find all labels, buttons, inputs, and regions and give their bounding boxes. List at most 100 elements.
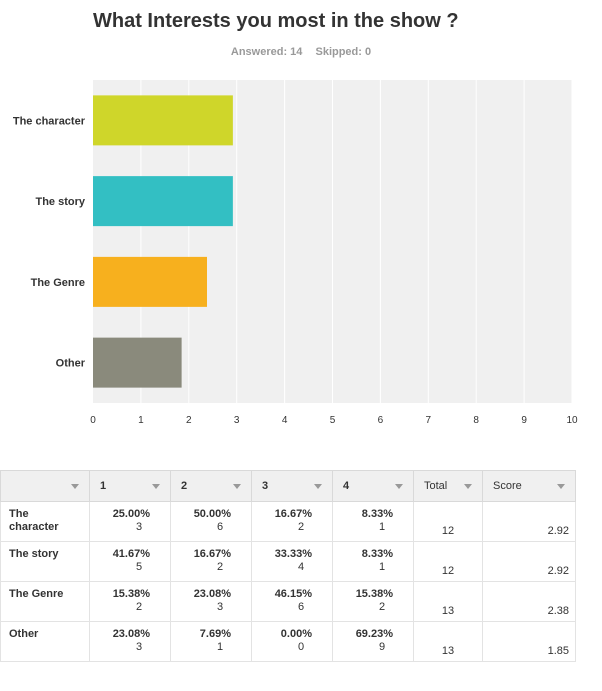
answered-count: Answered: 14 [230,46,303,58]
row-label: The story [0,541,90,582]
category-label: The story [35,196,85,208]
cell-percent: 41.67% [112,548,150,560]
x-tick-label: 2 [186,415,192,426]
cell-count: 0 [297,641,305,653]
row-score: 2.92 [482,501,576,542]
x-tick-label: 5 [330,415,336,426]
cell-count: 2 [135,601,143,613]
chevron-down-icon[interactable] [71,484,79,489]
cell-count: 3 [135,641,143,653]
breakdown-table: 1 2 3 4 Total Score The character 25.00% 3… [0,470,576,662]
response-cell: 69.23% 9 [332,621,414,662]
col-header-label[interactable] [0,470,90,502]
col-header-2[interactable]: 2 [170,470,252,502]
cell-count: 5 [135,561,143,573]
col-header-1[interactable]: 1 [89,470,171,502]
table-row: The story 41.67% 5 16.67% 2 33.33% 4 8.33% 1 12 2.… [0,541,576,582]
cell-percent: 25.00% [112,508,150,520]
response-cell: 7.69% 1 [170,621,252,662]
col-header-total[interactable]: Total [413,470,483,502]
response-cell: 0.00% 0 [251,621,333,662]
row-total: 13 [413,581,483,622]
table-row: Other 23.08% 3 7.69% 1 0.00% 0 69.23% 9 13 1.85 [0,621,576,662]
category-label: Other [56,358,86,370]
chevron-down-icon[interactable] [557,484,565,489]
x-tick-label: 10 [566,415,578,426]
chevron-down-icon[interactable] [233,484,241,489]
category-label: The character [13,115,86,127]
x-tick-label: 8 [473,415,479,426]
chevron-down-icon[interactable] [314,484,322,489]
col-header-3[interactable]: 3 [251,470,333,502]
row-label: Other [0,621,90,662]
skipped-count: Skipped: 0 [315,46,372,58]
cell-count: 6 [297,601,305,613]
cell-count: 3 [216,601,224,613]
response-cell: 50.00% 6 [170,501,252,542]
table-row: The Genre 15.38% 2 23.08% 3 46.15% 6 15.38% 2 13 2… [0,581,576,622]
cell-count: 2 [297,521,305,533]
cell-percent: 16.67% [274,508,312,520]
bar[interactable] [93,256,208,307]
x-tick-labels: 0 1 2 3 4 5 6 7 8 9 10 [90,415,578,426]
cell-percent: 15.38% [355,588,393,600]
row-total: 13 [413,621,483,662]
cell-percent: 23.08% [112,628,150,640]
row-score: 1.85 [482,621,576,662]
x-tick-label: 7 [426,415,432,426]
cell-count: 2 [378,601,386,613]
cell-percent: 15.38% [112,588,150,600]
question-title: What Interests you most in the show ? [93,10,459,32]
chevron-down-icon[interactable] [152,484,160,489]
x-tick-label: 3 [234,415,240,426]
cell-count: 1 [378,561,386,573]
x-tick-label: 6 [378,415,384,426]
cell-count: 2 [216,561,224,573]
chevron-down-icon[interactable] [395,484,403,489]
cell-percent: 8.33% [361,548,393,560]
row-total: 12 [413,501,483,542]
response-cell: 33.33% 4 [251,541,333,582]
cell-count: 1 [378,521,386,533]
bar-chart: The character The story The Genre Other 0 1 2… [13,80,578,426]
cell-percent: 23.08% [193,588,231,600]
bars [93,95,233,388]
cell-count: 9 [378,641,386,653]
x-tick-label: 4 [282,415,288,426]
cell-percent: 7.69% [199,628,231,640]
bar[interactable] [93,176,233,227]
cell-percent: 0.00% [280,628,312,640]
response-cell: 25.00% 3 [89,501,171,542]
response-cell: 16.67% 2 [170,541,252,582]
cell-count: 6 [216,521,224,533]
cell-count: 1 [216,641,224,653]
cell-percent: 16.67% [193,548,231,560]
col-header-4[interactable]: 4 [332,470,414,502]
row-score: 2.92 [482,541,576,582]
response-cell: 23.08% 3 [170,581,252,622]
response-cell: 23.08% 3 [89,621,171,662]
response-cell: 41.67% 5 [89,541,171,582]
cell-count: 3 [135,521,143,533]
response-cell: 8.33% 1 [332,541,414,582]
grid-lines [140,80,573,403]
x-tick-label: 1 [138,415,144,426]
table-row: The character 25.00% 3 50.00% 6 16.67% 2 8.33% 1… [0,501,576,542]
cell-count: 4 [297,561,305,573]
category-label: The Genre [31,277,85,289]
cell-percent: 69.23% [355,628,393,640]
response-cell: 8.33% 1 [332,501,414,542]
row-score: 2.38 [482,581,576,622]
response-cell: 16.67% 2 [251,501,333,542]
chevron-down-icon[interactable] [464,484,472,489]
x-tick-label: 9 [521,415,527,426]
response-cell: 15.38% 2 [89,581,171,622]
cell-percent: 50.00% [193,508,231,520]
col-header-score[interactable]: Score [482,470,576,502]
row-label: The Genre [0,581,90,622]
cell-percent: 46.15% [274,588,312,600]
x-tick-label: 0 [90,415,96,426]
bar[interactable] [93,337,182,388]
category-labels: The character The story The Genre Other [13,115,86,369]
bar[interactable] [93,95,233,146]
